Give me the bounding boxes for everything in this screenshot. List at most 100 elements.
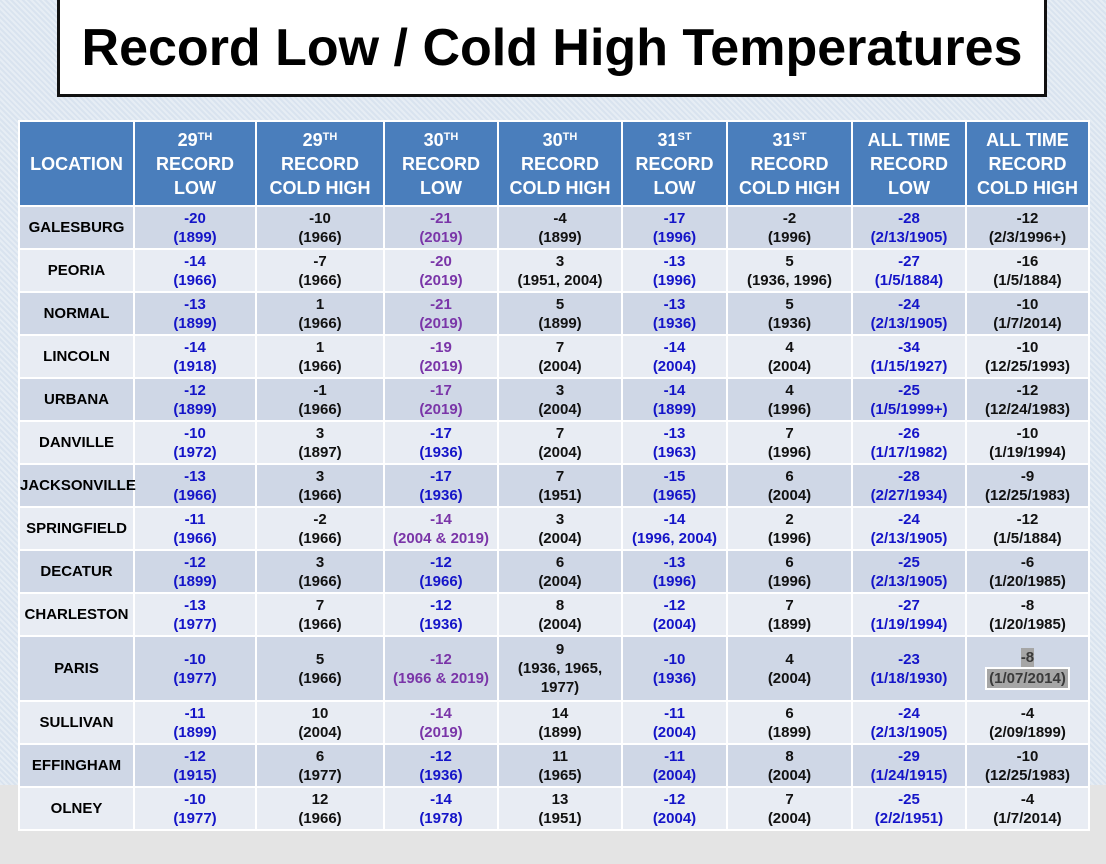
record-year: (2004) bbox=[538, 529, 582, 547]
header-day: 29TH bbox=[135, 128, 255, 152]
record-year: (1966) bbox=[298, 314, 342, 332]
record-year: (1/7/2014) bbox=[993, 809, 1062, 827]
table-row: NORMAL -13 (1899) 1 (1966) -21 (2019) 5 (1899) -1… bbox=[18, 291, 1090, 336]
record-entry: 1 (1966) bbox=[257, 338, 383, 376]
record-entry: -20 (2019) bbox=[385, 252, 497, 290]
record-year: (2004) bbox=[767, 809, 812, 827]
record-value: 3 bbox=[555, 381, 565, 399]
record-cell: -21 (2019) bbox=[383, 291, 499, 336]
record-entry: -11 (2004) bbox=[623, 747, 726, 785]
record-year: (2004) bbox=[652, 615, 697, 633]
record-year: (1966) bbox=[298, 572, 342, 590]
record-cell: 7 (1951) bbox=[497, 463, 623, 508]
record-value: -24 bbox=[898, 295, 920, 313]
location: LINCOLN bbox=[18, 334, 135, 379]
record-entry: -14 (1996, 2004) bbox=[623, 510, 726, 548]
record-year: (1/19/1994) bbox=[989, 443, 1066, 461]
record-year: (2004) bbox=[538, 357, 582, 375]
record-value: -14 bbox=[430, 790, 452, 808]
record-cell: -14 (1978) bbox=[383, 786, 499, 831]
table-row: OLNEY -10 (1977) 12 (1966) -14 (1978) 13 (1951) -… bbox=[18, 786, 1090, 831]
record-year: (2004) bbox=[538, 400, 582, 418]
record-entry: -12 (1936) bbox=[385, 596, 497, 634]
record-value: -10 bbox=[1016, 747, 1039, 765]
record-entry: -11 (2004) bbox=[623, 704, 726, 742]
record-entry: -29 (1/24/1915) bbox=[853, 747, 965, 785]
record-value: -24 bbox=[898, 704, 920, 722]
record-year: (2019) bbox=[419, 400, 463, 418]
day-suffix: ST bbox=[792, 130, 807, 143]
record-value: -13 bbox=[663, 553, 686, 571]
record-year: (2/13/1905) bbox=[870, 723, 948, 741]
record-value: -10 bbox=[184, 650, 206, 668]
record-year: (1936) bbox=[419, 615, 463, 633]
record-cell: -21 (2019) bbox=[383, 205, 499, 250]
record-year: (1/19/1994) bbox=[870, 615, 948, 633]
record-value: -12 bbox=[430, 553, 452, 571]
header-line: ALL TIME bbox=[867, 129, 951, 150]
record-entry: -16 (1/5/1884) bbox=[967, 252, 1088, 290]
record-cell: -29 (1/24/1915) bbox=[851, 743, 967, 788]
record-value: -14 bbox=[663, 381, 686, 399]
record-cell: -10 (1/7/2014) bbox=[965, 291, 1090, 336]
header-cell: ALL TIME RECORD LOW bbox=[851, 120, 967, 207]
record-entry: -12 (2004) bbox=[623, 596, 726, 634]
location: DANVILLE bbox=[18, 420, 135, 465]
record-value: 6 bbox=[315, 747, 325, 765]
record-year: (1951, 2004) bbox=[517, 271, 603, 289]
record-cell: -10 (12/25/1993) bbox=[965, 334, 1090, 379]
record-year: (1/7/2014) bbox=[993, 314, 1062, 332]
record-value: 3 bbox=[315, 424, 325, 442]
record-value: -20 bbox=[430, 252, 452, 270]
record-year: (1899) bbox=[767, 723, 812, 741]
record-entry: -10 (1977) bbox=[135, 790, 255, 828]
record-value: -11 bbox=[184, 510, 206, 528]
record-year: (1936) bbox=[767, 314, 812, 332]
record-entry: -21 (2019) bbox=[385, 295, 497, 333]
record-value: 2 bbox=[785, 510, 794, 528]
record-entry: -11 (1899) bbox=[135, 704, 255, 742]
record-year: (1936) bbox=[419, 486, 463, 504]
record-year: (1/15/1927) bbox=[870, 357, 948, 375]
record-value: 7 bbox=[785, 790, 794, 808]
record-entry: 6 (1977) bbox=[257, 747, 383, 785]
record-entry: 7 (1966) bbox=[257, 596, 383, 634]
record-entry: 13 (1951) bbox=[499, 790, 621, 828]
record-cell: -1 (1966) bbox=[255, 377, 385, 422]
record-year: (1936) bbox=[652, 314, 697, 332]
record-cell: -7 (1966) bbox=[255, 248, 385, 293]
record-cell: -12 (12/24/1983) bbox=[965, 377, 1090, 422]
header-line: LOW bbox=[420, 177, 462, 198]
record-value: -28 bbox=[898, 467, 920, 485]
record-entry: -12 (1899) bbox=[135, 381, 255, 419]
record-entry: 10 (2004) bbox=[257, 704, 383, 742]
location: SPRINGFIELD bbox=[18, 506, 135, 551]
record-entry: -23 (1/18/1930) bbox=[853, 650, 965, 688]
record-entry: 6 (2004) bbox=[728, 467, 851, 505]
record-entry: -24 (2/13/1905) bbox=[853, 295, 965, 333]
record-cell: -14 (1918) bbox=[133, 334, 257, 379]
record-year: (1965) bbox=[538, 766, 582, 784]
table-row: PEORIA -14 (1966) -7 (1966) -20 (2019) 3 (1951, … bbox=[18, 248, 1090, 293]
record-entry: -4 (1899) bbox=[499, 209, 621, 247]
record-entry: 6 (1996) bbox=[728, 553, 851, 591]
record-entry: -17 (1936) bbox=[385, 424, 497, 462]
record-entry: -20 (1899) bbox=[135, 209, 255, 247]
header-cell: ALL TIME RECORD COLD HIGH bbox=[965, 120, 1090, 207]
header-line: RECORD bbox=[401, 153, 480, 174]
record-entry: -12 (1915) bbox=[135, 747, 255, 785]
record-entry: -13 (1966) bbox=[135, 467, 255, 505]
record-entry: -17 (1996) bbox=[623, 209, 726, 247]
record-entry: 6 (2004) bbox=[499, 553, 621, 591]
record-cell: 3 (1966) bbox=[255, 549, 385, 594]
record-entry: -8 (1/07/2014) bbox=[985, 647, 1070, 690]
table-row: SPRINGFIELD -11 (1966) -2 (1966) -14 (2004 & 2… bbox=[18, 506, 1090, 551]
record-year: (1977) bbox=[173, 615, 217, 633]
record-entry: -13 (1963) bbox=[623, 424, 726, 462]
record-year: (2004) bbox=[652, 809, 697, 827]
record-cell: -14 (1996, 2004) bbox=[621, 506, 728, 551]
record-entry: -14 (1978) bbox=[385, 790, 497, 828]
record-cell: -14 (2019) bbox=[383, 700, 499, 745]
record-year: (1966) bbox=[298, 228, 342, 246]
record-entry: 4 (1996) bbox=[728, 381, 851, 419]
